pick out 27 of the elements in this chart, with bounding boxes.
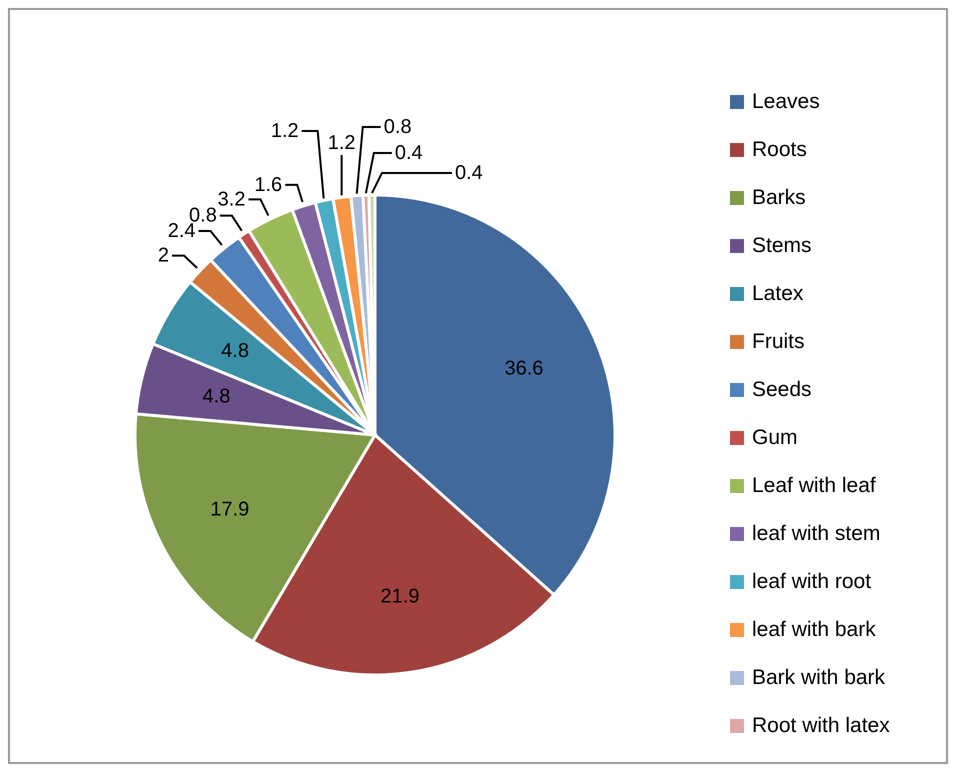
legend-label: leaf with root <box>752 570 872 594</box>
legend-label: Stems <box>752 234 812 258</box>
data-label: 4.8 <box>221 340 249 362</box>
legend-label: Gum <box>752 426 798 450</box>
legend-label: leaf with stem <box>752 522 880 546</box>
data-label: 1.2 <box>328 132 356 154</box>
legend-label: leaf with bark <box>752 618 876 642</box>
legend-label: Seeds <box>752 378 812 402</box>
data-label: 0.4 <box>454 162 483 184</box>
legend-label: Leaves <box>752 90 820 114</box>
legend-label: Fruits <box>752 330 804 354</box>
data-label: 21.9 <box>380 585 420 608</box>
data-label: 4.8 <box>202 385 230 408</box>
legend-label: Roots <box>752 138 807 162</box>
legend-label: Barks <box>752 186 806 210</box>
legend-label: Leaf with leaf <box>752 474 876 498</box>
legend-label: Root with latex <box>752 714 890 738</box>
data-label: 36.6 <box>504 357 544 380</box>
data-label: 1.6 <box>254 174 282 196</box>
data-label: 2 <box>158 244 170 267</box>
legend-label: Latex <box>752 282 804 306</box>
data-label: 0.8 <box>384 116 412 138</box>
data-label: 1.2 <box>270 120 299 142</box>
data-label: 17.9 <box>210 498 250 521</box>
legend-label: Bark with bark <box>752 666 886 690</box>
data-label: 3.2 <box>218 188 246 210</box>
data-label: 0.4 <box>394 142 423 164</box>
